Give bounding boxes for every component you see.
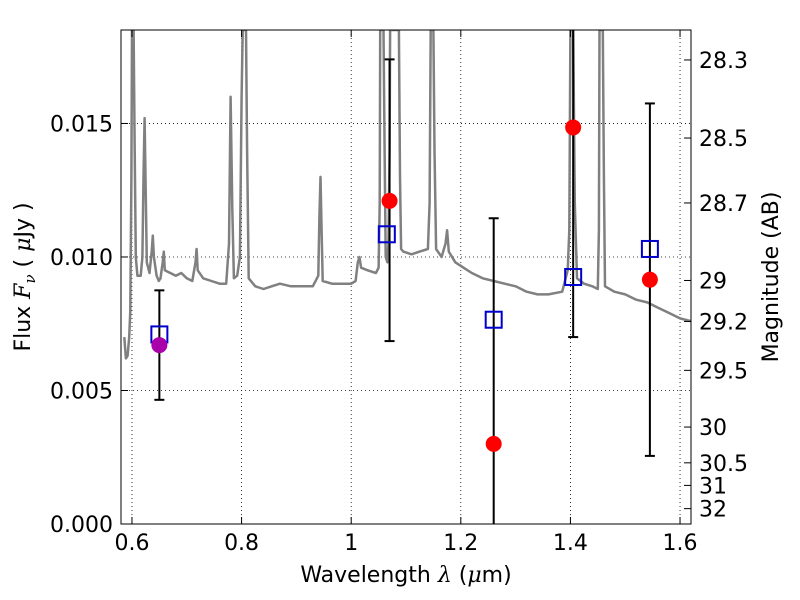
plot-frame <box>120 29 692 525</box>
y-tick-label: 0.005 <box>50 379 113 404</box>
model-spectrum-line <box>123 30 691 360</box>
observed-point <box>565 119 582 136</box>
synthetic-point <box>377 225 396 244</box>
magnitude-tick-label: 30.5 <box>699 452 748 477</box>
magnitude-tick-label: 28.7 <box>699 192 748 217</box>
x-tick-label: 0.6 <box>114 531 149 556</box>
observed-points-layer <box>151 119 658 452</box>
magnitude-tick-label: 28.5 <box>699 127 748 152</box>
x-tick-label: 1.4 <box>553 531 588 556</box>
y-axis-label: Flux Fν ( μJy ) <box>11 202 39 351</box>
y-axis-ticks: 0.000 0.005 0.010 0.015 <box>50 112 128 538</box>
x-axis-label: Wavelength λ (μm) <box>300 563 511 588</box>
y-tick-label: 0.010 <box>50 246 113 271</box>
observed-point <box>151 337 168 354</box>
magnitude-tick-label: 32 <box>699 498 727 523</box>
magnitude-axis-label: Magnitude (AB) <box>759 192 784 363</box>
synthetic-point <box>640 239 659 258</box>
observed-point <box>641 271 658 288</box>
y-tick-label: 0.000 <box>50 513 113 538</box>
y-tick-label: 0.015 <box>50 112 113 137</box>
magnitude-tick-label: 30 <box>699 416 727 441</box>
synthetic-point <box>484 310 503 329</box>
magnitude-tick-label: 29.2 <box>699 310 748 335</box>
magnitude-tick-label: 31 <box>699 474 727 499</box>
magnitude-tick-label: 29.5 <box>699 359 748 384</box>
x-tick-label: 1.2 <box>443 531 478 556</box>
x-tick-label: 1.6 <box>663 531 698 556</box>
magnitude-tick-label: 28.3 <box>699 49 748 74</box>
x-axis-ticks: 0.6 0.8 1 1.2 1.4 1.6 <box>114 30 698 556</box>
magnitude-tick-label: 29 <box>699 269 727 294</box>
observed-point <box>485 435 502 452</box>
x-tick-label: 1 <box>344 531 358 556</box>
model-spectrum-layer <box>123 30 691 360</box>
x-tick-label: 0.8 <box>224 531 259 556</box>
observed-point <box>381 192 398 209</box>
synthetic-points-layer <box>150 225 659 344</box>
synthetic-point <box>564 268 583 286</box>
